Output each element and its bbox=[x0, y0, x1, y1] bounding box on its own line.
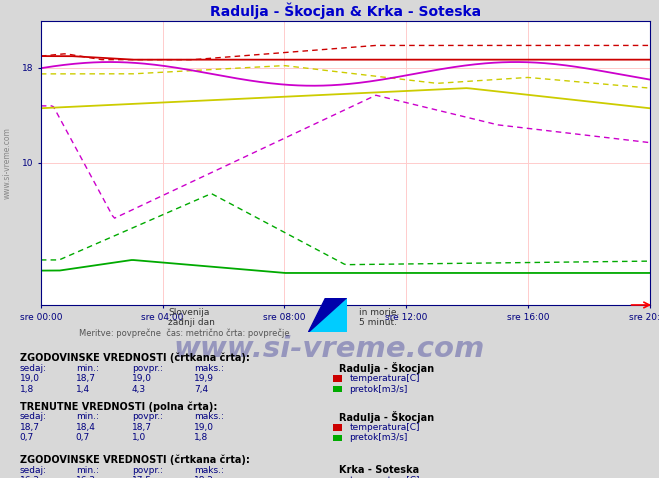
Text: maks.:: maks.: bbox=[194, 364, 224, 372]
Text: 19,0: 19,0 bbox=[20, 374, 40, 383]
Text: temperatura[C]: temperatura[C] bbox=[349, 423, 420, 432]
Text: 16,3: 16,3 bbox=[76, 477, 96, 478]
Text: maks.:: maks.: bbox=[194, 413, 224, 421]
Text: 19,9: 19,9 bbox=[194, 374, 214, 383]
Text: temperatura[C]: temperatura[C] bbox=[349, 374, 420, 383]
Title: Radulja - Škocjan & Krka - Soteska: Radulja - Škocjan & Krka - Soteska bbox=[210, 3, 481, 20]
Text: povpr.:: povpr.: bbox=[132, 466, 163, 475]
Text: sedaj:: sedaj: bbox=[20, 364, 47, 372]
Text: 0,7: 0,7 bbox=[20, 434, 34, 442]
Text: 18,7: 18,7 bbox=[132, 423, 152, 432]
Text: min.:: min.: bbox=[76, 413, 99, 421]
Text: 1,4: 1,4 bbox=[76, 385, 90, 393]
Text: povpr.:: povpr.: bbox=[132, 364, 163, 372]
Text: 7,4: 7,4 bbox=[194, 385, 208, 393]
Text: TRENUTNE VREDNOSTI (polna črta):: TRENUTNE VREDNOSTI (polna črta): bbox=[20, 401, 217, 412]
Text: Radulja - Škocjan: Radulja - Škocjan bbox=[339, 362, 434, 374]
Text: Radulja - Škocjan: Radulja - Škocjan bbox=[339, 411, 434, 423]
Text: 4,3: 4,3 bbox=[132, 385, 146, 393]
Text: 5 minut.: 5 minut. bbox=[359, 318, 397, 327]
Text: pretok[m3/s]: pretok[m3/s] bbox=[349, 434, 408, 442]
Text: 18,7: 18,7 bbox=[20, 423, 40, 432]
Text: 1,8: 1,8 bbox=[194, 434, 209, 442]
Text: pretok[m3/s]: pretok[m3/s] bbox=[349, 385, 408, 393]
Text: ZGODOVINSKE VREDNOSTI (črtkana črta):: ZGODOVINSKE VREDNOSTI (črtkana črta): bbox=[20, 455, 250, 465]
Text: 18,7: 18,7 bbox=[76, 374, 96, 383]
Text: maks.:: maks.: bbox=[194, 466, 224, 475]
Text: 18,4: 18,4 bbox=[76, 423, 96, 432]
Text: 19,0: 19,0 bbox=[132, 374, 152, 383]
Text: min.:: min.: bbox=[76, 364, 99, 372]
Text: 0,7: 0,7 bbox=[76, 434, 90, 442]
Text: www.si-vreme.com: www.si-vreme.com bbox=[174, 335, 485, 363]
Text: sedaj:: sedaj: bbox=[20, 413, 47, 421]
Text: 16,3: 16,3 bbox=[20, 477, 40, 478]
Text: ZGODOVINSKE VREDNOSTI (črtkana črta):: ZGODOVINSKE VREDNOSTI (črtkana črta): bbox=[20, 352, 250, 363]
Text: 18,2: 18,2 bbox=[194, 477, 214, 478]
Text: 19,0: 19,0 bbox=[194, 423, 214, 432]
Text: www.si-vreme.com: www.si-vreme.com bbox=[3, 127, 12, 199]
Text: 17,5: 17,5 bbox=[132, 477, 152, 478]
Text: Krka - Soteska: Krka - Soteska bbox=[339, 466, 420, 475]
Text: zadnji dan: zadnji dan bbox=[168, 318, 215, 327]
Text: 1,0: 1,0 bbox=[132, 434, 146, 442]
Text: sedaj:: sedaj: bbox=[20, 466, 47, 475]
Text: temperatura[C]: temperatura[C] bbox=[349, 477, 420, 478]
Text: povpr.:: povpr.: bbox=[132, 413, 163, 421]
Text: Meritve: povprečne  čas: metrično črta: povprečje: Meritve: povprečne čas: metrično črta: p… bbox=[79, 328, 290, 338]
Polygon shape bbox=[308, 298, 347, 332]
Text: min.:: min.: bbox=[76, 466, 99, 475]
Text: 1,8: 1,8 bbox=[20, 385, 34, 393]
Text: Slovenija: Slovenija bbox=[168, 308, 210, 316]
Polygon shape bbox=[308, 298, 347, 332]
Text: in morje.: in morje. bbox=[359, 308, 399, 316]
